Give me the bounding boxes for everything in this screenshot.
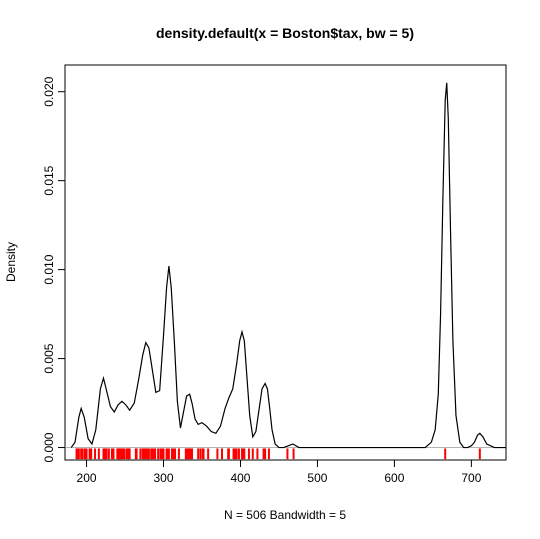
y-axis: 0.000 0.005 0.010 0.015 0.020 — [42, 76, 66, 463]
x-axis-label: N = 506 Bandwidth = 5 — [224, 508, 346, 522]
y-tick-label: 0.005 — [42, 343, 56, 373]
x-tick-label: 500 — [307, 471, 327, 485]
y-axis-label: Density — [4, 242, 18, 282]
y-tick-label: 0.015 — [42, 165, 56, 195]
x-tick-label: 200 — [77, 471, 97, 485]
x-axis: 200 300 400 500 600 700 — [77, 459, 482, 485]
x-tick-label: 600 — [384, 471, 404, 485]
rug-marks — [75, 448, 481, 460]
y-tick-label: 0.000 — [42, 432, 56, 462]
density-curve — [70, 82, 506, 449]
x-tick-label: 700 — [461, 471, 481, 485]
y-tick-label: 0.020 — [42, 76, 56, 106]
x-tick-label: 400 — [230, 471, 250, 485]
y-tick-label: 0.010 — [42, 254, 56, 284]
x-tick-label: 300 — [153, 471, 173, 485]
plot-frame — [64, 64, 507, 461]
chart-title: density.default(x = Boston$tax, bw = 5) — [156, 25, 414, 41]
